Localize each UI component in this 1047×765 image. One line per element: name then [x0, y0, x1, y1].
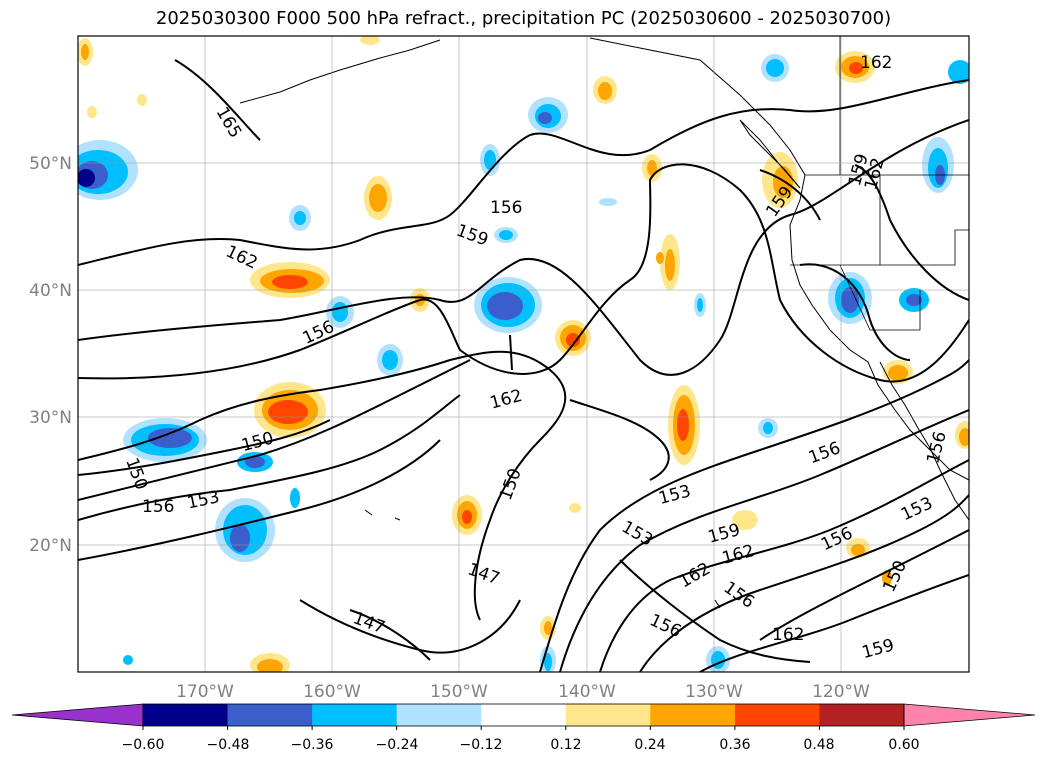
colorbar-ticks	[142, 726, 905, 730]
colorbar-tick-label: −0.36	[291, 737, 334, 753]
contour-label: 162	[772, 625, 804, 645]
colorbar: −0.60 −0.48 −0.36 −0.24 −0.12 0.12 0.24 …	[11, 703, 1036, 753]
lon-labels: 170°W 160°W 150°W 140°W 130°W 120°W	[176, 682, 870, 702]
lat-label-30n: 30°N	[29, 408, 72, 428]
colorbar-tick-label: 0.36	[719, 737, 750, 753]
colorbar-segments	[11, 703, 1036, 727]
map-title: 2025030300 F000 500 hPa refract., precip…	[155, 8, 892, 29]
lon-label-140w: 140°W	[558, 682, 616, 702]
colorbar-frame	[142, 703, 905, 727]
coastlines	[239, 37, 969, 609]
contour-label: 162	[860, 53, 892, 73]
contour-lines	[78, 59, 969, 672]
map-area	[78, 36, 969, 672]
colorbar-extend-high	[903, 703, 1036, 727]
contour-label: 156	[490, 198, 522, 218]
colorbar-segment	[734, 704, 820, 726]
precip-shading	[78, 36, 969, 672]
lat-label-50n: 50°N	[29, 154, 72, 174]
colorbar-tick-label: −0.24	[376, 737, 419, 753]
colorbar-segment	[565, 704, 651, 726]
colorbar-tick-label: −0.48	[207, 737, 250, 753]
lon-label-150w: 150°W	[430, 682, 488, 702]
colorbar-tick-label: 0.12	[550, 737, 581, 753]
colorbar-segment	[481, 704, 567, 726]
map-frame	[77, 35, 970, 673]
colorbar-segment	[143, 704, 229, 726]
colorbar-segment	[650, 704, 736, 726]
lat-label-20n: 20°N	[29, 536, 72, 556]
lat-labels: 50°N 40°N 30°N 20°N	[29, 154, 72, 556]
lon-label-170w: 170°W	[176, 682, 234, 702]
colorbar-extend-low	[11, 703, 144, 727]
contour-label: 156	[142, 497, 174, 517]
lon-label-120w: 120°W	[812, 682, 870, 702]
colorbar-tick-labels: −0.60 −0.48 −0.36 −0.24 −0.12 0.12 0.24 …	[122, 737, 920, 753]
lat-label-40n: 40°N	[29, 281, 72, 301]
lon-label-130w: 130°W	[685, 682, 743, 702]
borders	[790, 36, 969, 331]
colorbar-tick-label: −0.12	[460, 737, 503, 753]
colorbar-tick-label: 0.24	[634, 737, 665, 753]
colorbar-segment	[227, 704, 313, 726]
colorbar-tick-label: −0.60	[122, 737, 165, 753]
lon-label-160w: 160°W	[303, 682, 361, 702]
colorbar-tick-label: 0.60	[888, 737, 919, 753]
gridlines	[78, 36, 969, 672]
colorbar-segment	[312, 704, 398, 726]
colorbar-segment	[819, 704, 905, 726]
colorbar-segment	[396, 704, 482, 726]
colorbar-tick-label: 0.48	[803, 737, 834, 753]
